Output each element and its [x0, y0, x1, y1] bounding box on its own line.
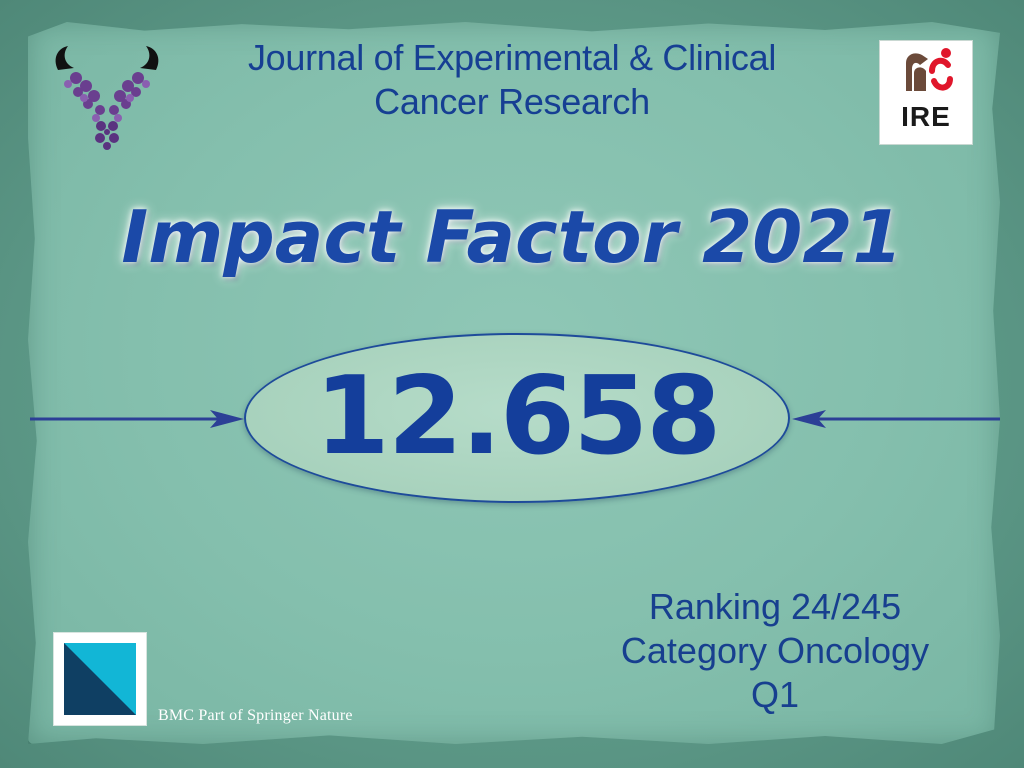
journal-title: Journal of Experimental & Clinical Cance…: [150, 36, 874, 124]
ranking-block: Ranking 24/245 Category Oncology Q1: [560, 585, 990, 717]
publisher-caption: BMC Part of Springer Nature: [158, 707, 353, 724]
journal-title-line1: Journal of Experimental & Clinical: [247, 37, 777, 78]
value-ellipse: [244, 333, 790, 503]
category-line: Category Oncology: [620, 630, 930, 671]
ire-logo-text: IRE: [901, 101, 951, 132]
left-arrowhead-icon: [210, 410, 244, 428]
headline: Impact Factor 2021: [121, 195, 903, 279]
right-arrowhead-icon: [792, 410, 826, 428]
impact-factor-value: 12.658: [314, 354, 722, 479]
ire-logo-icon: [906, 48, 953, 91]
quartile-line: Q1: [750, 674, 800, 715]
bmc-logo-icon: [64, 643, 136, 715]
journal-title-line2: Cancer Research: [374, 81, 650, 122]
bmc-logo: [53, 632, 147, 726]
ire-logo: IRE: [879, 40, 973, 145]
antibody-logo-icon: [55, 46, 159, 150]
ranking-line: Ranking 24/245: [648, 586, 902, 627]
